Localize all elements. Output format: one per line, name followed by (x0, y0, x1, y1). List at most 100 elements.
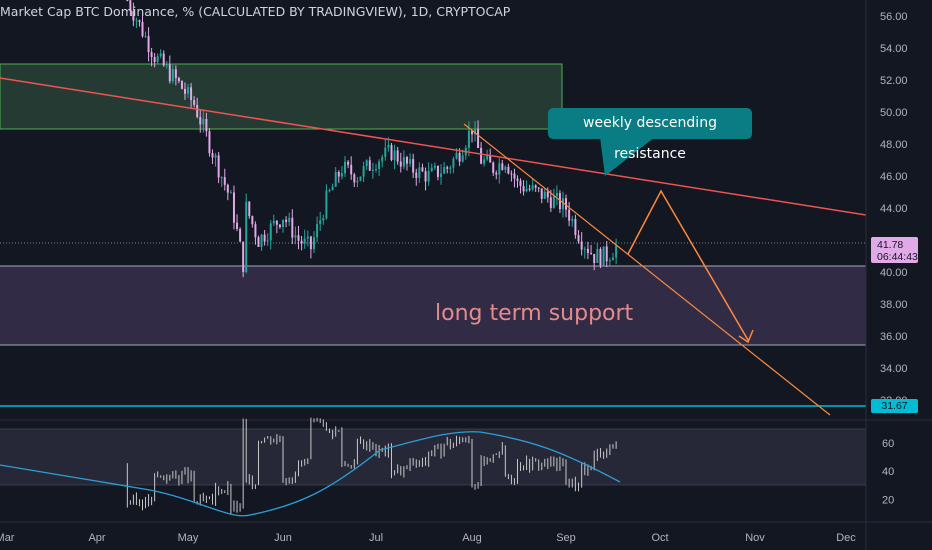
candle-body (288, 217, 291, 222)
candle-body (223, 177, 226, 185)
candle-body (396, 150, 399, 162)
candle-body (282, 219, 284, 228)
candle-body (353, 174, 356, 183)
candle-body (558, 193, 561, 210)
descending-trendline[interactable] (463, 123, 831, 416)
candle-body (427, 171, 430, 182)
candle-body (440, 173, 443, 177)
candle-body (275, 220, 278, 225)
candle-body (510, 173, 513, 175)
candle-body (168, 64, 171, 82)
candle-body (412, 159, 415, 173)
price-tick-label: 44.00 (880, 203, 908, 215)
candle-body (144, 36, 147, 38)
candle-body (519, 180, 522, 187)
candle-body (362, 166, 365, 177)
resistance-zone[interactable] (0, 63, 563, 130)
candle-body (375, 169, 377, 171)
candle-body (483, 159, 486, 164)
candle-body (226, 184, 229, 193)
candle-body (159, 53, 162, 57)
candle-body (402, 157, 405, 167)
current-price-value: 41.78 (877, 239, 904, 251)
candle-body (183, 88, 186, 94)
candle-body (266, 240, 269, 242)
candle-body (580, 241, 583, 250)
candle-body (390, 145, 393, 160)
candle-body (313, 237, 315, 250)
candle-body (477, 129, 480, 148)
candle-body (602, 246, 605, 266)
price-tick-label: 38.00 (880, 299, 908, 311)
time-tick-label: Mar (0, 532, 15, 544)
candle-body (334, 171, 337, 187)
candle-body (590, 252, 593, 254)
candle-body (596, 248, 599, 264)
candle-body (540, 188, 543, 199)
candle-body (199, 117, 202, 125)
candle-body (147, 36, 150, 53)
candle-body (359, 176, 362, 181)
time-axis[interactable]: Mar Apr May Jun Jul Aug Sep Oct Nov Dec (0, 532, 856, 544)
candle-body (211, 153, 214, 158)
candle-body (574, 219, 577, 236)
candle-body (474, 129, 477, 135)
callout-pointer (600, 137, 655, 176)
candle-body (555, 193, 558, 197)
indicator-axis[interactable]: 60 40 20 (882, 438, 894, 507)
candle-body (546, 191, 549, 198)
candle-body (251, 216, 254, 225)
candle-body (344, 161, 346, 174)
candle-body (387, 145, 390, 148)
candle-body (150, 52, 153, 58)
candle-body (486, 155, 489, 160)
candle-body (471, 130, 473, 135)
candle-body (531, 185, 534, 190)
time-tick-label: Jun (274, 532, 292, 544)
candle-body (177, 78, 180, 82)
candle-body (458, 152, 461, 162)
resistance-callout[interactable]: weekly descending resistance (548, 108, 752, 162)
candle-body (135, 20, 138, 22)
candle-body (260, 234, 263, 247)
candle-body (291, 217, 294, 238)
candle-body (325, 190, 328, 219)
candle-body (449, 167, 452, 169)
candle-body (384, 147, 387, 157)
candle-body (269, 223, 272, 241)
price-tick-label: 56.00 (880, 11, 908, 23)
candle-body (615, 245, 618, 258)
candle-body (347, 161, 350, 165)
candle-body (306, 236, 309, 239)
time-tick-label: Jul (369, 532, 383, 544)
candle-body (239, 228, 242, 242)
candle-body (365, 160, 368, 167)
candle-body (409, 159, 412, 164)
price-tick-label: 46.00 (880, 171, 908, 183)
projection-path[interactable] (627, 189, 749, 341)
candle-body (153, 57, 156, 62)
candle-body (452, 158, 455, 168)
support-zone[interactable] (0, 266, 866, 345)
candle-body (507, 166, 510, 174)
candle-body (534, 185, 537, 188)
candle-body (455, 152, 458, 159)
candle-body (129, 0, 132, 12)
candle-body (254, 224, 257, 238)
price-axis[interactable]: 56.00 54.00 52.00 50.00 48.00 46.00 44.00 40.00… (880, 11, 908, 407)
candle-body (309, 236, 312, 250)
candle-body (236, 222, 239, 229)
candle-body (356, 180, 359, 183)
candle-body (303, 238, 306, 244)
weekly-resistance-line[interactable] (0, 77, 867, 216)
candle-body (285, 219, 288, 222)
projection-arrowhead (738, 329, 754, 344)
candle-body (165, 64, 168, 66)
candle-body (608, 260, 611, 262)
candle-body (501, 163, 504, 170)
candle-body (436, 165, 439, 177)
candle-body (605, 246, 608, 262)
support-label[interactable]: long term support (435, 301, 634, 326)
price-tick-label: 52.00 (880, 75, 908, 87)
